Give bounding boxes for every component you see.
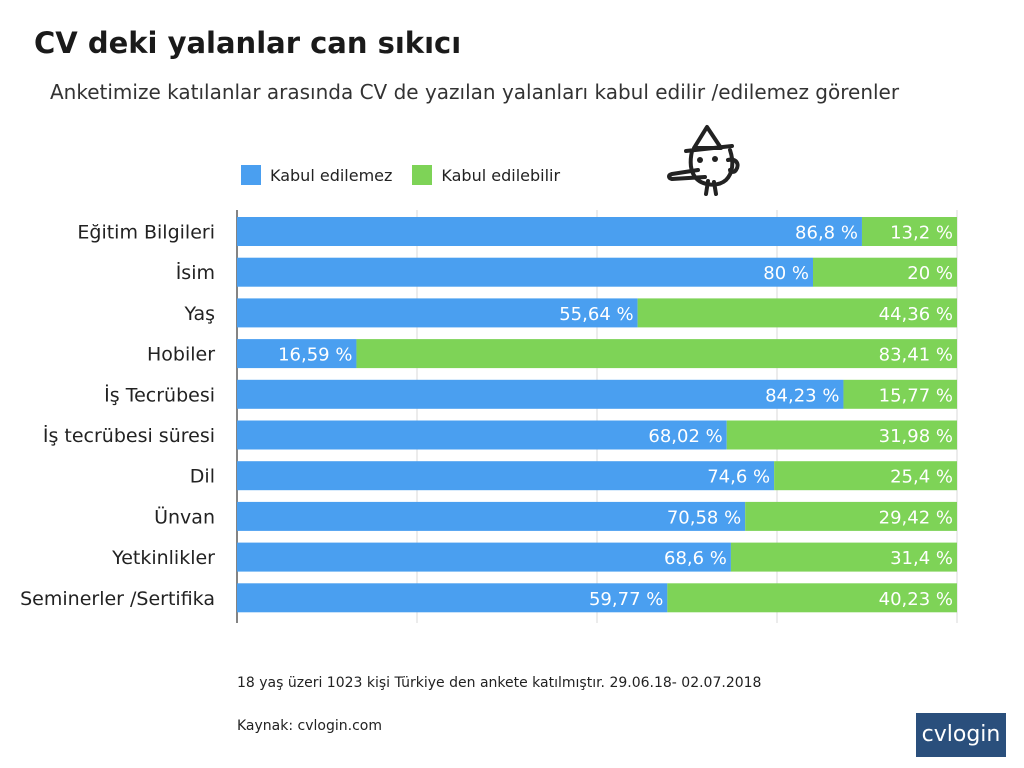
source-note: Kaynak: cvlogin.com: [237, 718, 382, 734]
legend-label: Kabul edilemez: [270, 165, 393, 185]
data-label: 44,36 %: [879, 304, 953, 325]
category-label: Yaş: [183, 303, 215, 325]
data-label: 31,98 %: [879, 426, 953, 447]
brand-logo: cvlogin: [916, 713, 1006, 757]
category-label: İsim: [176, 261, 215, 284]
data-label: 74,6 %: [707, 467, 770, 488]
bar-kabul-edilemez: [237, 461, 775, 491]
legend-item-kabul-edilemez: Kabul edilemez: [241, 165, 392, 185]
bar-kabul-edilebilir: [774, 461, 957, 491]
data-label: 20 %: [907, 263, 953, 284]
category-label: Seminerler /Sertifika: [20, 588, 215, 610]
data-label: 40,23 %: [879, 589, 953, 610]
bar-kabul-edilebilir: [726, 420, 957, 450]
category-label: İş tecrübesi süresi: [43, 424, 215, 447]
legend-swatch-blue: [241, 165, 261, 185]
bar-kabul-edilemez: [237, 420, 727, 450]
bar-kabul-edilebilir: [813, 257, 957, 287]
bar-kabul-edilebilir: [356, 339, 957, 369]
legend-swatch-green: [412, 165, 433, 185]
bar-kabul-edilemez: [237, 542, 731, 572]
data-label: 16,59 %: [278, 345, 352, 366]
legend-item-kabul-edilebilir: Kabul edilebilir: [412, 165, 560, 185]
chart-subtitle: Anketimize katılanlar arasında CV de yaz…: [50, 80, 900, 104]
chart-title: CV deki yalanlar can sıkıcı: [34, 26, 462, 60]
bar-kabul-edilemez: [237, 583, 668, 613]
bar-kabul-edilebilir: [745, 501, 957, 531]
data-label: 80 %: [763, 263, 809, 284]
data-label: 15,77 %: [879, 385, 953, 406]
data-label: 13,2 %: [890, 223, 953, 244]
data-label: 59,77 %: [589, 589, 663, 610]
bar-kabul-edilemez: [237, 379, 844, 409]
data-label: 86,8 %: [795, 223, 858, 244]
bar-kabul-edilemez: [237, 501, 746, 531]
category-label: Ünvan: [154, 505, 215, 528]
category-label: Hobiler: [147, 344, 215, 366]
bar-kabul-edilemez: [237, 298, 638, 328]
category-label: Yetkinlikler: [111, 547, 215, 569]
data-label: 31,4 %: [890, 548, 953, 569]
data-label: 84,23 %: [765, 385, 839, 406]
bar-kabul-edilemez: [237, 257, 813, 287]
data-label: 25,4 %: [890, 467, 953, 488]
footnote: 18 yaş üzeri 1023 kişi Türkiye den anket…: [237, 675, 762, 691]
pinocchio-icon: [667, 125, 740, 196]
data-label: 68,6 %: [664, 548, 727, 569]
data-label: 83,41 %: [879, 345, 953, 366]
bar-kabul-edilebilir: [730, 542, 957, 572]
bar-kabul-edilebilir: [667, 583, 957, 613]
legend: Kabul edilemez Kabul edilebilir: [241, 165, 580, 185]
data-label: 55,64 %: [559, 304, 633, 325]
category-label: Eğitim Bilgileri: [77, 222, 215, 244]
data-label: 70,58 %: [667, 507, 741, 528]
category-label: İş Tecrübesi: [104, 383, 215, 406]
bar-kabul-edilebilir: [843, 379, 957, 409]
legend-label: Kabul edilebilir: [441, 165, 561, 185]
bar-kabul-edilebilir: [637, 298, 957, 328]
bar-kabul-edilebilir: [861, 217, 957, 246]
bar-kabul-edilemez: [237, 217, 862, 246]
bar-kabul-edilemez: [237, 339, 357, 369]
category-label: Dil: [190, 466, 215, 488]
data-label: 29,42 %: [879, 507, 953, 528]
stacked-bar-chart: Eğitim Bilgileri 86,8 % 13,2 % İsim 80 % 20 %…: [20, 210, 958, 623]
data-label: 68,02 %: [648, 426, 722, 447]
